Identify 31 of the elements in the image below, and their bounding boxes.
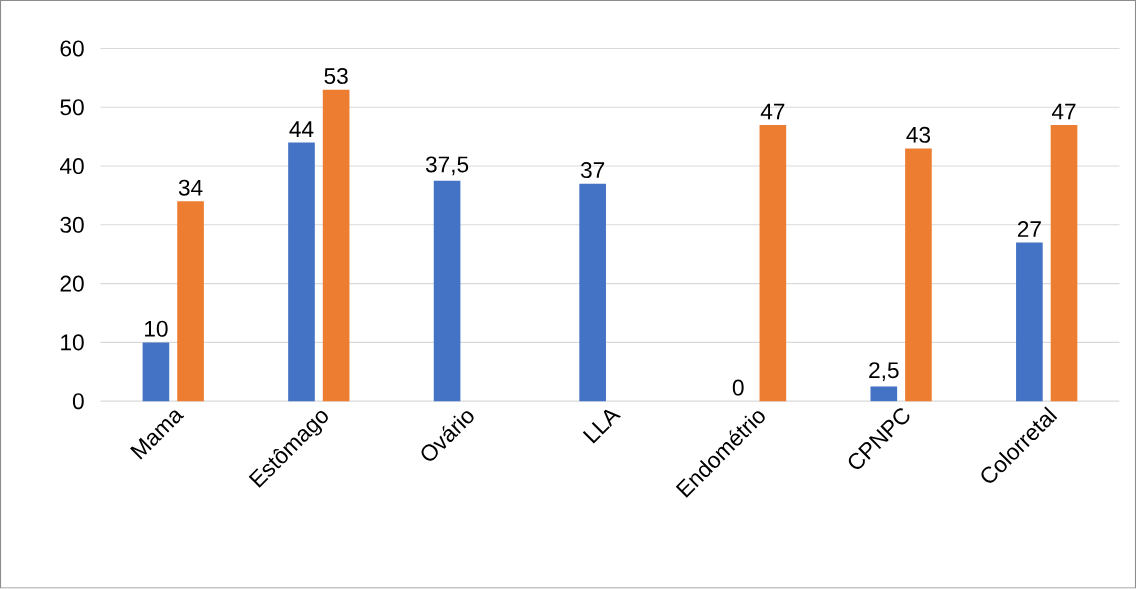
bar [322,89,350,402]
data-label: 37 [580,162,605,179]
y-tick-label: 0 [72,393,84,410]
bar [870,386,898,402]
data-label: 37,5 [425,156,469,176]
bar [177,201,204,402]
data-label: 47 [1051,103,1076,120]
bar [142,342,170,402]
data-label: 44 [289,121,314,138]
data-label: 34 [178,179,203,196]
y-tick-label: 40 [59,158,84,175]
y-tick-label: 50 [60,99,84,116]
bar [905,148,932,402]
x-tick-label: LLA [582,410,621,444]
y-tick-label: 20 [60,275,84,292]
data-label: 53 [324,68,348,85]
data-label: 43 [906,127,931,144]
y-tick-label: 10 [61,334,84,351]
bar [288,142,315,402]
bar [1050,125,1078,402]
data-label: 0 [732,379,744,396]
bar [433,180,461,402]
y-tick-label: 60 [60,40,84,57]
data-label: 27 [1017,221,1041,238]
bar [1016,242,1043,402]
bar [579,183,606,402]
bar [759,125,787,402]
data-label: 10 [145,320,168,338]
y-tick-label: 30 [60,217,84,234]
data-label: 2,5 [869,362,899,382]
data-label: 47 [760,103,785,120]
